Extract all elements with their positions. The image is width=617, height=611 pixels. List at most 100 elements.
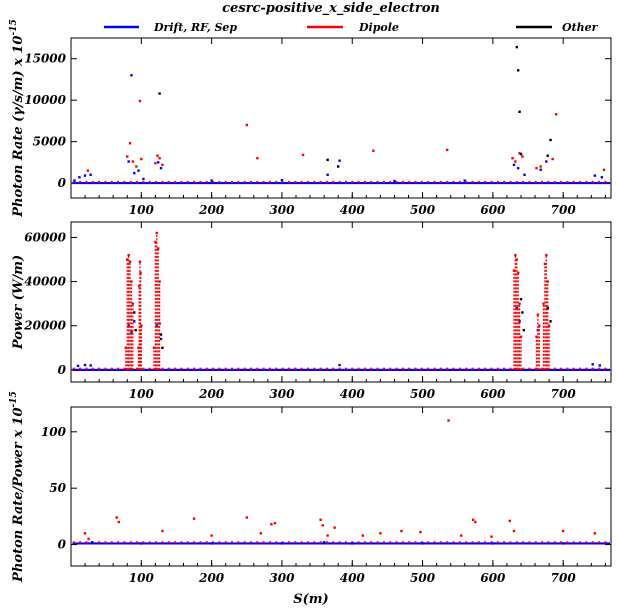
data-point bbox=[76, 364, 80, 368]
data-point bbox=[142, 177, 145, 181]
baseline-dipole-point bbox=[72, 180, 75, 183]
baseline-dipole-point bbox=[332, 541, 335, 544]
data-point bbox=[133, 320, 136, 323]
baseline-dipole-point bbox=[338, 180, 341, 183]
baseline-dipole-point bbox=[300, 541, 303, 544]
baseline-dipole-point bbox=[231, 180, 234, 183]
x-tick-label: 500 bbox=[410, 203, 436, 217]
data-point bbox=[137, 346, 140, 349]
data-point bbox=[135, 165, 138, 168]
y-axis-label-exponent: -15 bbox=[9, 19, 19, 35]
data-point bbox=[554, 113, 558, 116]
data-point bbox=[127, 253, 130, 257]
x-tick-label: 400 bbox=[340, 203, 366, 217]
baseline-dipole-point bbox=[553, 180, 556, 183]
data-point bbox=[372, 149, 375, 152]
data-point bbox=[140, 157, 143, 161]
baseline-dipole-point bbox=[136, 367, 139, 370]
baseline-dipole-point bbox=[256, 367, 259, 370]
data-point bbox=[591, 363, 594, 366]
baseline-dipole-point bbox=[547, 367, 550, 370]
baseline-dipole-point bbox=[332, 180, 335, 183]
baseline-dipole-point bbox=[566, 180, 569, 183]
baseline-dipole-point bbox=[193, 180, 196, 183]
baseline-dipole-point bbox=[503, 367, 506, 370]
data-point bbox=[338, 363, 341, 367]
baseline-dipole-point bbox=[528, 180, 531, 183]
baseline-dipole-point bbox=[262, 367, 265, 370]
baseline-dipole-point bbox=[224, 541, 227, 544]
baseline-dipole-point bbox=[180, 541, 183, 544]
data-point bbox=[542, 302, 545, 305]
baseline-dipole-point bbox=[591, 541, 594, 544]
baseline-dipole-point bbox=[534, 541, 537, 544]
data-point bbox=[518, 110, 521, 113]
baseline-dipole-point bbox=[319, 367, 322, 370]
data-point bbox=[535, 166, 538, 170]
baseline-dipole-point bbox=[205, 367, 208, 370]
baseline-dipole-point bbox=[465, 180, 468, 183]
baseline-dipole-point bbox=[458, 541, 461, 544]
baseline-dipole-point bbox=[389, 541, 392, 544]
baseline-dipole-point bbox=[237, 180, 240, 183]
data-point bbox=[474, 520, 477, 524]
legend-label-drift: Drift, RF, Sep bbox=[153, 21, 237, 34]
baseline-dipole-point bbox=[218, 180, 221, 183]
plot-frame-photon-rate bbox=[70, 37, 612, 199]
y-tick-label: 0 bbox=[58, 538, 67, 552]
y-tick-label: 0 bbox=[58, 363, 67, 377]
data-point bbox=[158, 157, 161, 160]
baseline-dipole-point bbox=[490, 367, 493, 370]
baseline-dipole-point bbox=[471, 541, 474, 544]
data-point bbox=[419, 530, 422, 534]
plot-frame-power bbox=[70, 221, 612, 383]
data-point bbox=[546, 306, 549, 310]
data-point bbox=[245, 123, 248, 127]
baseline-dipole-point bbox=[325, 180, 328, 183]
baseline-dipole-point bbox=[123, 367, 126, 370]
baseline-dipole-point bbox=[579, 180, 582, 183]
baseline-dipole-point bbox=[357, 367, 360, 370]
x-tick-label: 300 bbox=[269, 203, 295, 217]
baseline-dipole-point bbox=[465, 541, 468, 544]
data-point bbox=[549, 320, 552, 323]
baseline-dipole-point bbox=[414, 541, 417, 544]
data-point bbox=[400, 529, 403, 533]
baseline-dipole-point bbox=[477, 541, 480, 544]
baseline-dipole-point bbox=[332, 367, 335, 370]
y-tick-label: 60000 bbox=[24, 230, 66, 244]
data-point bbox=[90, 541, 94, 544]
baseline-dipole-point bbox=[585, 180, 588, 183]
baseline-dipole-point bbox=[446, 367, 449, 370]
baseline-dipole-point bbox=[363, 180, 366, 183]
baseline-dipole-point bbox=[560, 367, 563, 370]
data-point bbox=[155, 231, 158, 235]
data-point bbox=[539, 165, 542, 168]
data-point bbox=[351, 542, 354, 545]
baseline-dipole-point bbox=[205, 541, 208, 544]
data-point bbox=[117, 520, 121, 524]
data-point bbox=[130, 331, 133, 334]
baseline-dipole-point bbox=[344, 180, 347, 183]
baseline-dipole-point bbox=[212, 180, 215, 183]
baseline-dipole-point bbox=[85, 367, 88, 370]
baseline-dipole-point bbox=[91, 180, 94, 183]
baseline-dipole-point bbox=[414, 367, 417, 370]
baseline-dipole-point bbox=[287, 541, 290, 544]
baseline-dipole-point bbox=[300, 367, 303, 370]
data-point bbox=[87, 537, 90, 541]
baseline-dipole-point bbox=[148, 367, 151, 370]
baseline-dipole-point bbox=[224, 180, 227, 183]
baseline-dipole-point bbox=[117, 367, 120, 370]
data-point bbox=[445, 148, 449, 152]
baseline-dipole-point bbox=[591, 367, 594, 370]
x-tick-label: 400 bbox=[340, 387, 366, 401]
baseline-dipole-point bbox=[522, 367, 525, 370]
data-point bbox=[515, 258, 518, 261]
baseline-dipole-point bbox=[325, 367, 328, 370]
data-point bbox=[140, 324, 143, 327]
data-point bbox=[322, 541, 326, 544]
data-point bbox=[545, 160, 548, 163]
baseline-dipole-point bbox=[98, 541, 101, 544]
baseline-dipole-point bbox=[376, 367, 379, 370]
